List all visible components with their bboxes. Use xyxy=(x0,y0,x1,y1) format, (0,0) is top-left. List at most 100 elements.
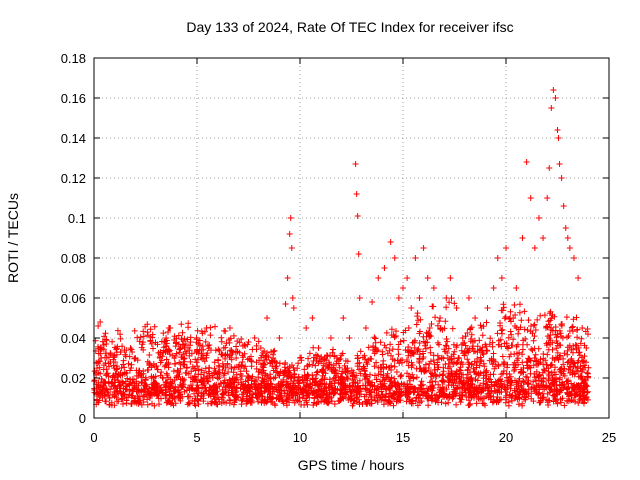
data-point xyxy=(144,367,151,373)
data-point xyxy=(558,175,565,181)
data-point xyxy=(352,161,359,167)
data-point xyxy=(507,315,514,321)
data-point xyxy=(121,371,128,377)
data-point xyxy=(284,275,291,281)
data-point xyxy=(138,379,145,385)
data-point xyxy=(251,335,258,341)
data-point xyxy=(95,323,102,329)
data-point xyxy=(315,345,322,351)
data-point xyxy=(288,245,295,251)
data-point xyxy=(555,135,562,141)
data-point xyxy=(177,345,184,351)
data-point xyxy=(412,255,419,261)
data-point xyxy=(575,275,582,281)
data-point xyxy=(356,295,363,301)
data-point xyxy=(355,251,362,257)
data-point xyxy=(334,355,341,361)
x-tick-label: 10 xyxy=(293,430,307,445)
x-tick-label: 15 xyxy=(396,430,410,445)
data-point xyxy=(362,325,369,331)
data-point xyxy=(546,165,553,171)
data-point xyxy=(472,315,479,321)
data-point xyxy=(503,245,509,251)
data-point xyxy=(556,161,563,167)
data-point xyxy=(391,255,398,261)
data-point xyxy=(498,275,505,281)
y-tick-label: 0.04 xyxy=(61,331,86,346)
data-point xyxy=(289,295,296,301)
data-point xyxy=(531,245,538,251)
data-point xyxy=(214,371,221,377)
data-point xyxy=(369,299,376,305)
data-point xyxy=(459,335,466,341)
x-tick-label: 0 xyxy=(90,430,97,445)
data-point xyxy=(424,275,431,281)
y-tick-label: 0.16 xyxy=(61,91,86,106)
data-point xyxy=(183,365,190,371)
data-point xyxy=(264,315,271,321)
data-point xyxy=(437,315,444,321)
data-point xyxy=(128,365,135,371)
data-point xyxy=(527,195,534,201)
data-point xyxy=(171,355,178,361)
data-point xyxy=(408,305,415,311)
plot-frame xyxy=(93,57,610,419)
data-point xyxy=(194,379,200,385)
data-point xyxy=(550,87,557,93)
y-tick-label: 0.02 xyxy=(61,371,86,386)
y-tick-label: 0.08 xyxy=(61,251,86,266)
data-point xyxy=(132,355,139,361)
data-point xyxy=(287,215,294,221)
data-point xyxy=(484,305,491,311)
data-point xyxy=(570,255,577,261)
data-point xyxy=(286,231,293,237)
data-point xyxy=(490,285,497,291)
data-point xyxy=(420,245,427,251)
data-point xyxy=(535,215,542,221)
data-point xyxy=(107,359,114,365)
data-point xyxy=(400,285,406,291)
data-point xyxy=(257,345,264,351)
data-point xyxy=(579,325,586,331)
data-point xyxy=(552,95,559,101)
data-point xyxy=(206,365,213,371)
chart-title: Day 133 of 2024, Rate Of TEC Index for r… xyxy=(186,19,513,35)
data-point xyxy=(478,325,485,331)
y-tick-label: 0 xyxy=(79,411,86,426)
data-points xyxy=(91,87,592,409)
data-point xyxy=(309,315,316,321)
data-point xyxy=(239,359,246,365)
data-point xyxy=(163,335,170,341)
data-point xyxy=(353,191,360,197)
data-point xyxy=(327,335,334,341)
data-point xyxy=(583,345,590,351)
data-point xyxy=(321,375,328,381)
data-point xyxy=(156,355,163,361)
data-point xyxy=(494,255,501,261)
data-point xyxy=(354,213,361,219)
data-point xyxy=(282,301,289,307)
data-point xyxy=(101,379,108,385)
data-point xyxy=(276,335,283,341)
data-point xyxy=(426,325,433,331)
data-point xyxy=(117,349,124,355)
data-point xyxy=(303,325,310,331)
data-point xyxy=(395,295,402,301)
data-point xyxy=(465,295,472,301)
data-point xyxy=(189,375,196,381)
data-point xyxy=(150,375,157,381)
data-point xyxy=(416,295,423,301)
x-axis-label: GPS time / hours xyxy=(298,457,405,473)
data-point xyxy=(430,285,437,291)
data-point xyxy=(513,285,520,291)
y-tick-label: 0.1 xyxy=(68,211,86,226)
data-point xyxy=(220,345,227,351)
data-point xyxy=(233,355,240,361)
data-point xyxy=(226,325,233,331)
y-tick-label: 0.12 xyxy=(61,171,86,186)
data-point xyxy=(443,295,450,301)
data-point xyxy=(270,355,277,361)
data-point xyxy=(167,325,174,331)
